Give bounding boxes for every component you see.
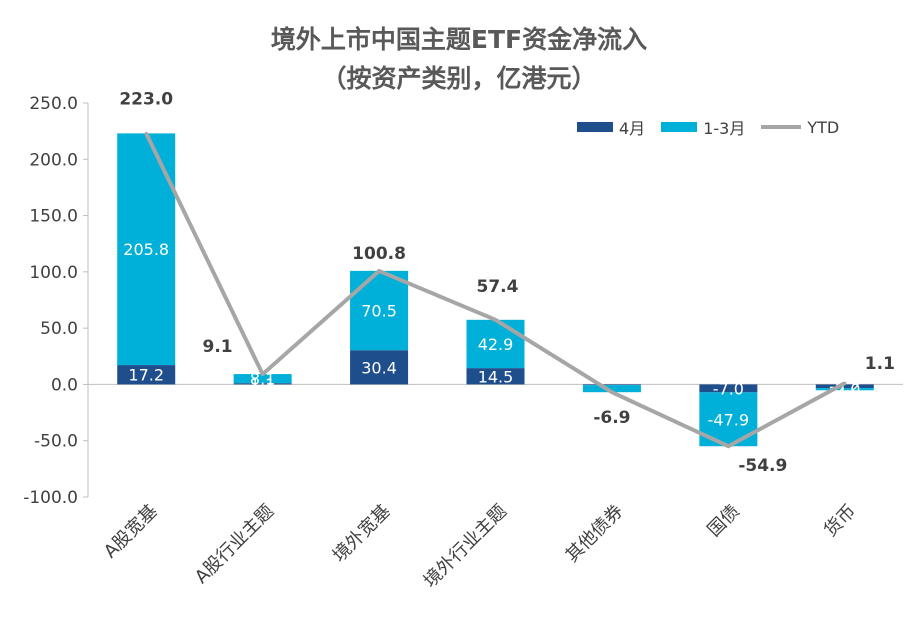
bar-april	[466, 368, 525, 385]
legend-label-april: 4月	[619, 119, 646, 138]
bar-jan-mar	[350, 270, 409, 351]
legend-label-ytd: YTD	[807, 117, 840, 137]
legend-item-jan-mar: 1-3月	[661, 115, 745, 139]
ytd-point	[494, 318, 497, 322]
bar-april	[233, 383, 292, 385]
data-label-jan-mar: -2.0	[829, 380, 860, 399]
data-label-ytd: 1.1	[865, 354, 895, 374]
bar-april	[350, 350, 409, 385]
data-label-april: 14.5	[478, 367, 514, 386]
legend: 4月 1-3月 YTD	[577, 115, 855, 139]
ytd-point	[261, 372, 265, 376]
bar-april	[117, 365, 176, 385]
y-tick-label: 50.0	[40, 319, 78, 339]
legend-swatch-jan-mar	[661, 122, 698, 132]
data-label-april: -3.2	[829, 377, 860, 396]
x-tick-label: 国债	[704, 501, 744, 541]
x-tick-label: 其他债券	[562, 501, 628, 567]
legend-item-april: 4月	[577, 115, 645, 139]
data-label-ytd: 223.0	[119, 89, 173, 109]
data-label-jan-mar: 8.1	[250, 370, 275, 389]
bar-april	[582, 384, 641, 386]
data-label-jan-mar: 205.8	[123, 240, 169, 259]
bar-jan-mar	[466, 319, 525, 369]
x-tick-label: A股行业主题	[191, 501, 278, 588]
data-label-jan-mar: 42.9	[478, 335, 514, 354]
ytd-point	[144, 131, 148, 135]
bar-april	[815, 384, 874, 389]
y-tick-label: -100.0	[23, 488, 78, 508]
y-tick-label: 0.0	[51, 375, 78, 395]
data-label-ytd: -6.9	[593, 408, 630, 428]
chart-subtitle: （按资产类别，亿港元）	[321, 64, 597, 93]
data-label-ytd: -54.9	[738, 456, 787, 476]
y-tick-label: 150.0	[29, 207, 78, 227]
y-tick-label: 250.0	[29, 94, 78, 114]
data-label-april: 17.2	[128, 366, 164, 385]
data-label-ytd: 57.4	[477, 277, 519, 297]
x-tick-label: A股宽基	[100, 501, 162, 563]
ytd-point	[610, 390, 614, 394]
data-label-jan-mar: 70.5	[361, 302, 397, 321]
y-tick-label: 100.0	[29, 263, 78, 283]
y-tick-label: -50.0	[34, 432, 78, 452]
data-label-ytd: 100.8	[352, 244, 406, 264]
data-label-jan-mar: -47.9	[708, 410, 749, 429]
data-label-april: 1.1	[250, 375, 275, 394]
chart-title: 境外上市中国主题ETF资金净流入	[270, 25, 648, 54]
bar-jan-mar	[582, 385, 641, 393]
data-label-april: 30.4	[361, 358, 397, 377]
y-tick-label: 200.0	[29, 150, 78, 170]
bar-jan-mar	[815, 388, 874, 391]
legend-swatch-ytd	[761, 125, 802, 129]
data-label-april: -7.0	[713, 379, 744, 398]
legend-label-jan-mar: 1-3月	[703, 119, 746, 138]
data-label-ytd: 9.1	[203, 337, 233, 357]
bar-jan-mar	[233, 374, 292, 384]
x-tick-label: 境外宽基	[329, 501, 395, 567]
legend-swatch-april	[577, 122, 613, 132]
legend-item-ytd: YTD	[761, 118, 839, 137]
x-tick-label: 货币	[820, 501, 860, 541]
x-tick-label: 境外行业主题	[420, 501, 511, 592]
ytd-point	[726, 444, 730, 448]
ytd-point	[843, 381, 847, 385]
ytd-point	[377, 269, 381, 273]
bar-april	[699, 384, 758, 393]
